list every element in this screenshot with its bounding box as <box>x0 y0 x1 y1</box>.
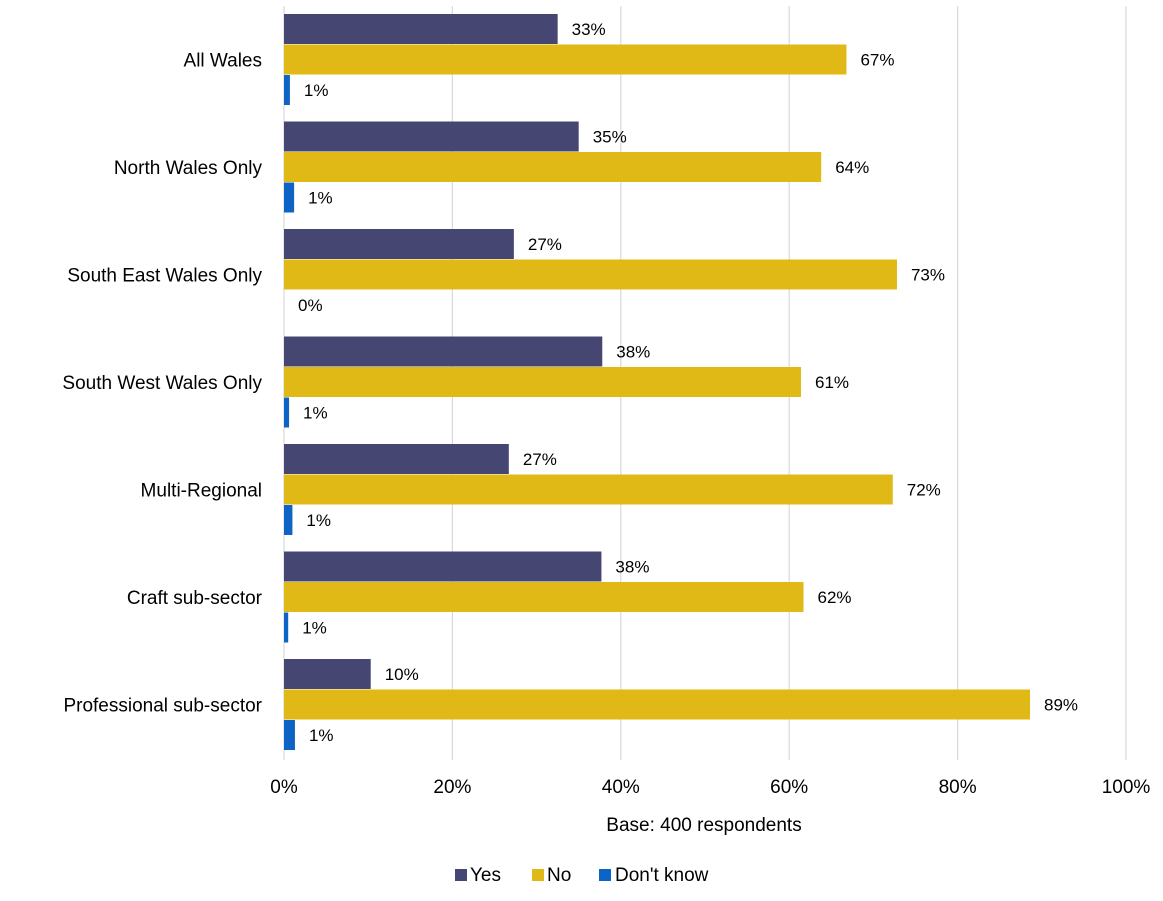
legend-swatch-don-t-know <box>599 869 611 881</box>
data-label-no-5: 62% <box>818 588 852 607</box>
data-label-no-3: 61% <box>815 373 849 392</box>
bar-don-t-know-5 <box>284 612 289 643</box>
x-tick-label-80: 80% <box>939 777 977 798</box>
legend: Yes No Don't know <box>455 865 709 886</box>
bar-no-5 <box>284 582 804 612</box>
category-label-6: Professional sub-sector <box>63 696 262 717</box>
data-label-no-4: 72% <box>907 481 941 500</box>
category-label-0: All Wales <box>184 51 262 72</box>
legend-label-yes: Yes <box>470 865 501 886</box>
bar-yes-6 <box>284 659 371 689</box>
bar-no-3 <box>284 367 801 397</box>
data-label-don-t-know-4: 1% <box>306 511 331 530</box>
data-label-don-t-know-3: 1% <box>303 404 328 423</box>
bar-no-6 <box>284 689 1031 720</box>
x-tick-label-0: 0% <box>270 777 298 798</box>
bar-don-t-know-1 <box>284 182 295 213</box>
data-label-no-2: 73% <box>911 266 945 285</box>
x-tick-labels: 0% 20% 40% 60% 80% 100% <box>270 777 1150 798</box>
legend-swatch-no <box>532 869 544 881</box>
data-label-no-6: 89% <box>1044 696 1078 715</box>
data-label-yes-2: 27% <box>528 235 562 254</box>
legend-swatch-yes <box>455 869 467 881</box>
x-axis-title: Base: 400 respondents <box>606 815 801 836</box>
category-label-4: Multi-Regional <box>141 481 262 502</box>
data-label-don-t-know-5: 1% <box>302 619 327 638</box>
data-label-yes-6: 10% <box>385 665 419 684</box>
data-label-yes-5: 38% <box>615 558 649 577</box>
data-label-don-t-know-0: 1% <box>304 81 329 100</box>
bar-no-0 <box>284 44 847 75</box>
bar-don-t-know-0 <box>284 75 290 105</box>
bar-no-2 <box>284 259 897 290</box>
bar-no-1 <box>284 152 822 182</box>
bar-yes-5 <box>284 551 602 582</box>
data-label-yes-0: 33% <box>572 20 606 39</box>
x-tick-label-60: 60% <box>770 777 808 798</box>
x-tick-label-20: 20% <box>433 777 471 798</box>
data-label-no-0: 67% <box>860 51 894 70</box>
data-label-yes-1: 35% <box>593 128 627 147</box>
x-tick-label-40: 40% <box>602 777 640 798</box>
data-label-yes-4: 27% <box>523 450 557 469</box>
data-label-don-t-know-1: 1% <box>308 189 333 208</box>
bar-don-t-know-4 <box>284 505 293 535</box>
category-labels: All Wales North Wales Only South East Wale… <box>62 51 262 717</box>
bar-no-4 <box>284 474 893 505</box>
bar-don-t-know-3 <box>284 397 290 428</box>
bar-yes-3 <box>284 336 603 367</box>
category-label-1: North Wales Only <box>114 158 263 179</box>
category-label-3: South West Wales Only <box>62 373 262 394</box>
bar-don-t-know-6 <box>284 720 295 750</box>
bar-yes-0 <box>284 14 558 44</box>
bar-yes-4 <box>284 444 509 474</box>
category-label-5: Craft sub-sector <box>127 588 263 609</box>
data-label-no-1: 64% <box>835 158 869 177</box>
legend-label-no: No <box>547 865 571 886</box>
bar-yes-1 <box>284 121 579 152</box>
bars: 33% 67% 1% 35% 64% 1% 27% 73% 0% 38% 61% 1% 27% 72% 1%… <box>284 14 1078 750</box>
data-label-yes-3: 38% <box>616 343 650 362</box>
x-tick-label-100: 100% <box>1102 777 1151 798</box>
category-label-2: South East Wales Only <box>67 266 262 287</box>
data-label-don-t-know-2: 0% <box>298 296 323 315</box>
legend-label-don-t-know: Don't know <box>615 865 709 886</box>
bar-yes-2 <box>284 229 514 259</box>
data-label-don-t-know-6: 1% <box>309 726 334 745</box>
